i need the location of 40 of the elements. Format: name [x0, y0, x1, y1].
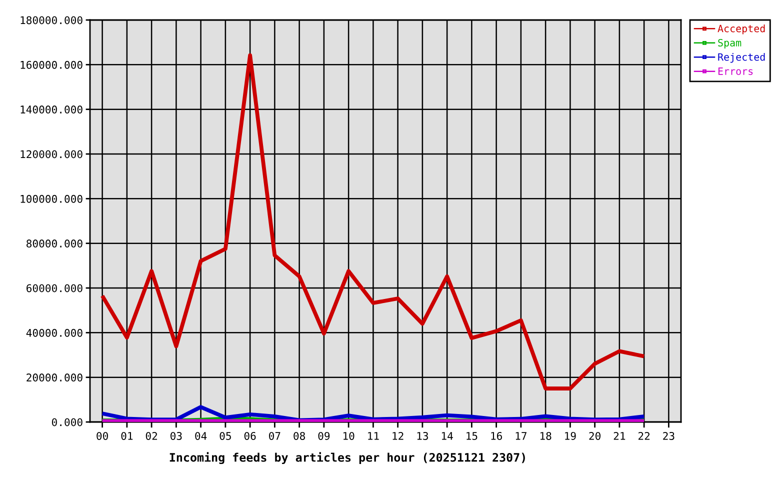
x-tick-label: 16	[491, 432, 502, 440]
x-tick-label: 07	[269, 432, 280, 440]
x-tick-label: 19	[565, 432, 576, 440]
x-tick-label: 03	[170, 432, 182, 440]
x-axis-title: Incoming feeds by articles per hour (20251121 2307)	[170, 452, 525, 464]
x-tick-label: 06	[244, 432, 256, 440]
x-tick-label: 08	[294, 432, 305, 440]
x-tick-label: 17	[516, 432, 526, 440]
x-tick-label: 18	[540, 432, 552, 440]
legend-label: Accepted	[718, 24, 765, 34]
y-tick-label: 180000.000	[20, 16, 82, 24]
x-tick-label: 04	[195, 432, 207, 440]
x-tick-label: 02	[146, 432, 158, 440]
x-tick-label: 13	[417, 432, 428, 440]
y-tick-label: 60000.000	[26, 284, 82, 292]
y-tick-label: 120000.000	[20, 150, 82, 158]
x-tick-label: 11	[368, 432, 379, 440]
y-tick-label: 40000.000	[26, 328, 82, 337]
legend-label: Errors	[718, 68, 753, 75]
line-series	[100, 53, 646, 390]
y-tick-label: 100000.000	[20, 194, 82, 203]
y-tick-label: 0.000	[52, 418, 82, 426]
x-tick-label: 22	[638, 432, 650, 440]
x-tick-label: 23	[663, 432, 674, 440]
y-tick-label: 20000.000	[26, 374, 82, 382]
x-tick-label: 21	[614, 432, 626, 440]
x-tick-label: 14	[442, 432, 453, 440]
y-tick-label: 80000.000	[26, 240, 82, 248]
x-tick-label: 10	[343, 432, 354, 440]
legend-label: Spam	[718, 38, 742, 48]
x-tick-label: 05	[220, 432, 231, 440]
x-tick-label: 01	[121, 432, 133, 440]
y-tick-label: 140000.000	[20, 106, 82, 114]
x-tick-label: 00	[96, 432, 108, 440]
x-tick-label: 09	[318, 432, 330, 440]
x-tick-label: 12	[392, 432, 404, 440]
x-tick-label: 15	[466, 432, 478, 440]
x-tick-label: 20	[589, 432, 600, 440]
y-tick-label: 160000.000	[20, 60, 82, 69]
legend-label: Rejected	[718, 53, 765, 63]
